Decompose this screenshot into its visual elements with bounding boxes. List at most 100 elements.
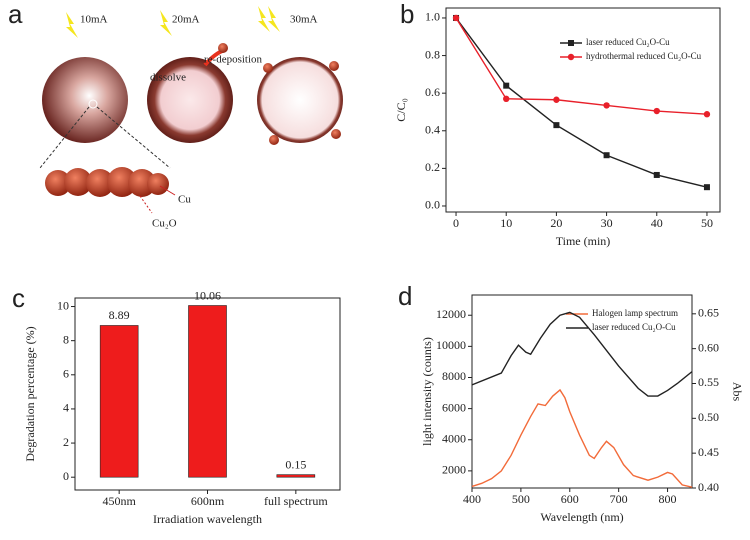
particles xyxy=(263,61,341,145)
pointer xyxy=(139,195,153,214)
marker xyxy=(653,171,660,178)
pointer xyxy=(159,185,176,196)
y-axis-label: C/C₀ xyxy=(394,98,408,122)
x-tick-label: 600 xyxy=(561,492,579,506)
x-tick-label: 800 xyxy=(659,492,677,506)
marker xyxy=(567,53,575,61)
y-tick-label: 4000 xyxy=(442,432,466,446)
y-tick-label: 0.0 xyxy=(425,198,440,212)
lightning xyxy=(160,10,172,36)
legend-label: laser reduced Cu₂O-Cu xyxy=(586,37,670,47)
lightning xyxy=(258,6,280,32)
value-label: 10.06 xyxy=(194,288,221,302)
y-tick-label: 0 xyxy=(63,469,69,483)
legend-label: Halogen lamp spectrum xyxy=(592,308,678,318)
y-axis-label: Degradation percentage (%) xyxy=(23,326,37,461)
bar xyxy=(188,305,227,478)
y2-tick-label: 0.55 xyxy=(698,375,719,389)
value-label: 0.15 xyxy=(285,457,306,471)
sphere xyxy=(257,57,343,143)
y-tick-label: 10000 xyxy=(436,338,466,352)
panel-a: a 10mA 20mA dissolve re-deposition 30mA … xyxy=(8,0,343,230)
marker xyxy=(553,96,560,103)
y-tick-label: 2000 xyxy=(442,463,466,477)
y-axis-label: light intensity (counts) xyxy=(420,337,434,446)
sphere xyxy=(147,57,233,143)
y-tick-label: 4 xyxy=(63,401,69,415)
marker xyxy=(703,184,710,191)
x-tick-label: 450nm xyxy=(102,494,136,508)
marker xyxy=(703,111,711,118)
panel-letter: a xyxy=(8,0,23,29)
y2-tick-label: 0.45 xyxy=(698,445,719,459)
x-tick-label: 600nm xyxy=(191,494,225,508)
cu-label: Cu xyxy=(178,194,191,206)
y-tick-label: 0.4 xyxy=(425,123,440,137)
y-tick-label: 8000 xyxy=(442,369,466,383)
y-tick-label: 0.2 xyxy=(425,160,440,174)
x-tick-label: 400 xyxy=(463,492,481,506)
y2-tick-label: 0.65 xyxy=(698,306,719,320)
zoom-line xyxy=(39,106,90,169)
series-line xyxy=(471,311,693,397)
zoom-line xyxy=(96,106,171,169)
y2-tick-label: 0.60 xyxy=(698,340,719,354)
current-label: 30mA xyxy=(290,14,318,26)
marker xyxy=(503,82,510,89)
y-tick-label: 1.0 xyxy=(425,10,440,24)
marker xyxy=(603,102,610,109)
sphere xyxy=(42,57,128,143)
panel-letter: d xyxy=(398,281,412,311)
y2-tick-label: 0.40 xyxy=(698,480,719,494)
series-line xyxy=(471,388,693,488)
x-axis-label: Time (min) xyxy=(556,234,611,248)
particle xyxy=(218,43,228,53)
marker xyxy=(568,40,574,46)
y-tick-label: 0.6 xyxy=(425,85,440,99)
panel-letter: c xyxy=(12,283,25,313)
current-label: 10mA xyxy=(80,14,108,26)
x-tick-label: 20 xyxy=(550,216,562,230)
y-tick-label: 0.8 xyxy=(425,47,440,61)
legend-label: laser reduced Cu₂O-Cu xyxy=(592,322,676,332)
y-tick-label: 8 xyxy=(63,332,69,346)
x-tick-label: 0 xyxy=(453,216,459,230)
x-tick-label: 50 xyxy=(701,216,713,230)
y-tick-label: 6 xyxy=(63,367,69,381)
bar xyxy=(276,474,316,478)
cu2o-label: Cu₂O xyxy=(152,218,177,230)
particle-chain xyxy=(45,167,169,197)
marker xyxy=(503,95,510,103)
plot-frame xyxy=(445,7,721,213)
lightning xyxy=(66,12,78,38)
x-tick-label: 10 xyxy=(500,216,512,230)
series-line xyxy=(455,17,707,115)
y-tick-label: 10 xyxy=(57,298,69,312)
y-tick-label: 6000 xyxy=(442,400,466,414)
marker xyxy=(653,107,660,115)
y-tick-label: 12000 xyxy=(436,307,466,321)
series-line xyxy=(455,17,708,188)
y2-axis-label: Abs xyxy=(730,382,744,402)
x-tick-label: 700 xyxy=(610,492,628,506)
x-axis-label: Wavelength (nm) xyxy=(540,510,623,524)
x-tick-label: 30 xyxy=(601,216,613,230)
marker xyxy=(452,14,460,22)
legend-label: hydrothermal reduced Cu₂O-Cu xyxy=(586,51,702,61)
redeposition-label: re-deposition xyxy=(204,54,263,66)
bar xyxy=(99,325,139,478)
marker xyxy=(603,152,610,159)
dissolve-label: dissolve xyxy=(150,72,186,84)
x-axis-label: Irradiation wavelength xyxy=(153,512,262,526)
current-label: 20mA xyxy=(172,14,200,26)
panel-letter: b xyxy=(400,0,414,29)
zoom-spot xyxy=(88,99,98,109)
plot-frame xyxy=(471,294,693,489)
marker xyxy=(553,122,560,129)
y2-tick-label: 0.50 xyxy=(698,410,719,424)
y-tick-label: 2 xyxy=(63,435,69,449)
value-label: 8.89 xyxy=(109,308,130,322)
x-tick-label: 500 xyxy=(512,492,530,506)
x-tick-label: full spectrum xyxy=(264,494,328,508)
